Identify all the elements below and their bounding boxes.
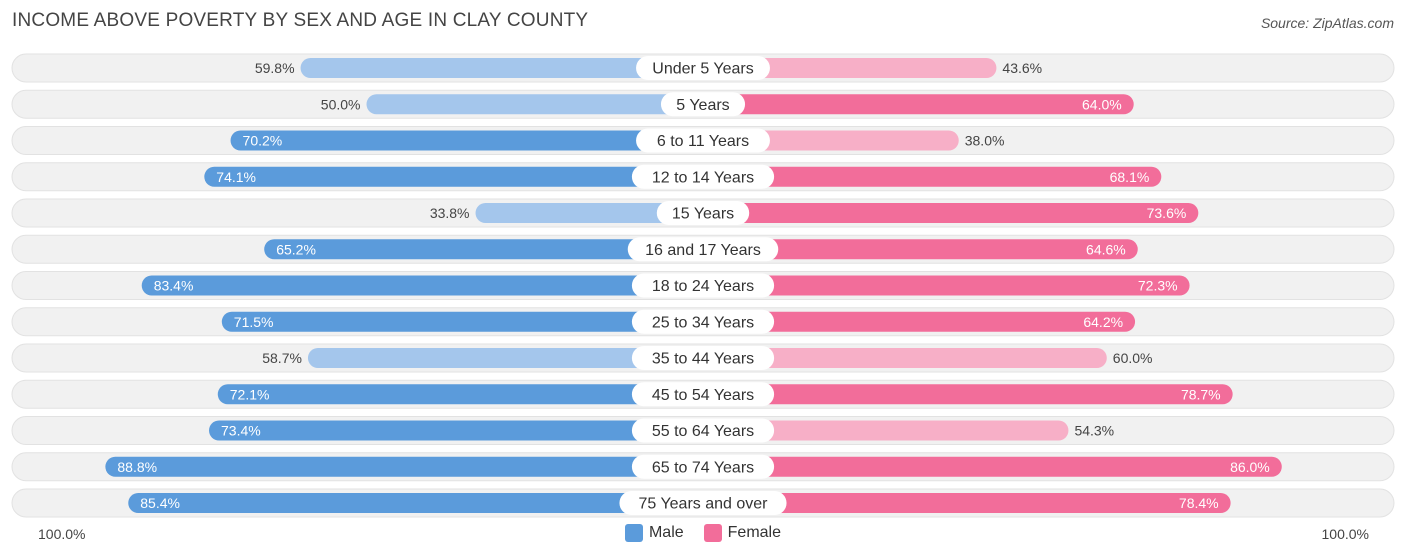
- bar-male: [217, 384, 703, 405]
- category-pill: [631, 273, 775, 298]
- axis-left-label: 100.0%: [38, 526, 86, 542]
- value-label-female: 43.6%: [1002, 60, 1042, 76]
- value-label-female: 64.6%: [1086, 241, 1126, 257]
- category-label: 65 to 74 Years: [652, 459, 754, 476]
- bar-female: [703, 203, 1199, 223]
- value-label-male: 59.8%: [255, 60, 295, 76]
- bar-female: [703, 456, 1282, 477]
- bar-male: [204, 166, 703, 187]
- bar-female: [703, 384, 1233, 405]
- source-credit: Source: ZipAtlas.com: [1260, 15, 1394, 31]
- category-pill: [660, 92, 746, 117]
- category-label: Under 5 Years: [652, 61, 753, 78]
- bar-female: [703, 311, 1136, 332]
- category-pill: [619, 491, 787, 515]
- value-label-female: 78.7%: [1181, 386, 1221, 402]
- chart-title: INCOME ABOVE POVERTY BY SEX AND AGE IN C…: [12, 10, 589, 31]
- value-label-female: 73.6%: [1147, 205, 1187, 221]
- category-pill: [627, 237, 779, 262]
- axis-right-label: 100.0%: [1321, 526, 1369, 542]
- category-pill: [631, 454, 775, 479]
- bar-male: [221, 311, 703, 332]
- category-label: 6 to 11 Years: [657, 133, 749, 150]
- category-label: 18 to 24 Years: [652, 278, 754, 295]
- value-label-female: 64.0%: [1082, 96, 1122, 112]
- category-pill: [631, 309, 775, 334]
- value-label-male: 72.1%: [230, 386, 270, 402]
- bar-male: [264, 239, 703, 260]
- legend-label-female: Female: [727, 524, 782, 541]
- category-label: 75 Years and over: [639, 496, 769, 513]
- category-label: 55 to 64 Years: [652, 423, 754, 440]
- legend-item-male[interactable]: Male: [624, 524, 684, 542]
- value-label-male: 85.4%: [140, 495, 180, 511]
- value-label-female: 78.4%: [1179, 495, 1219, 511]
- value-label-male: 83.4%: [154, 278, 194, 294]
- category-pill: [636, 128, 770, 153]
- bar-female: [703, 420, 1069, 441]
- category-pill: [631, 346, 775, 370]
- value-label-female: 86.0%: [1230, 459, 1270, 475]
- legend-item-female[interactable]: Female: [703, 524, 782, 542]
- legend: Male Female: [0, 524, 1406, 542]
- bar-female: [703, 493, 1231, 513]
- category-pill: [656, 201, 750, 225]
- legend-swatch-female: [703, 524, 722, 542]
- value-label-male: 71.5%: [234, 314, 274, 330]
- category-label: 15 Years: [672, 206, 734, 223]
- bar-male: [230, 130, 703, 151]
- value-label-male: 65.2%: [276, 241, 316, 257]
- bar-male: [475, 203, 703, 223]
- value-label-male: 33.8%: [430, 205, 470, 221]
- bar-male: [141, 275, 703, 296]
- value-label-male: 70.2%: [243, 133, 283, 149]
- category-label: 45 to 54 Years: [652, 387, 754, 404]
- bar-male: [105, 456, 704, 477]
- bar-male: [209, 420, 703, 441]
- category-label: 5 Years: [676, 97, 729, 114]
- bar-female: [703, 58, 997, 78]
- value-label-female: 38.0%: [965, 133, 1005, 149]
- bar-male: [300, 58, 703, 78]
- category-label: 16 and 17 Years: [645, 242, 761, 259]
- bar-male: [366, 94, 703, 115]
- value-label-male: 73.4%: [221, 423, 261, 439]
- value-label-female: 72.3%: [1138, 278, 1178, 294]
- value-label-female: 54.3%: [1074, 423, 1114, 439]
- category-label: 12 to 14 Years: [652, 169, 754, 186]
- bar-female: [703, 166, 1162, 187]
- category-pill: [631, 164, 775, 189]
- legend-label-male: Male: [648, 524, 684, 541]
- category-label: 25 to 34 Years: [652, 314, 754, 331]
- bar-female: [703, 239, 1138, 260]
- category-pill: [636, 56, 770, 80]
- bar-male: [128, 493, 703, 513]
- category-label: 35 to 44 Years: [652, 351, 754, 368]
- value-label-male: 58.7%: [262, 350, 302, 366]
- value-label-male: 50.0%: [321, 96, 361, 112]
- value-label-male: 88.8%: [117, 459, 157, 475]
- category-pill: [631, 418, 775, 443]
- bar-female: [703, 94, 1134, 115]
- bar-female: [703, 348, 1107, 368]
- legend-swatch-male: [624, 524, 643, 542]
- bar-female: [703, 275, 1190, 296]
- value-label-female: 60.0%: [1113, 350, 1153, 366]
- bar-male: [307, 348, 703, 368]
- value-label-male: 74.1%: [216, 169, 256, 185]
- value-label-female: 68.1%: [1110, 169, 1150, 185]
- value-label-female: 64.2%: [1083, 314, 1123, 330]
- category-pill: [631, 382, 775, 407]
